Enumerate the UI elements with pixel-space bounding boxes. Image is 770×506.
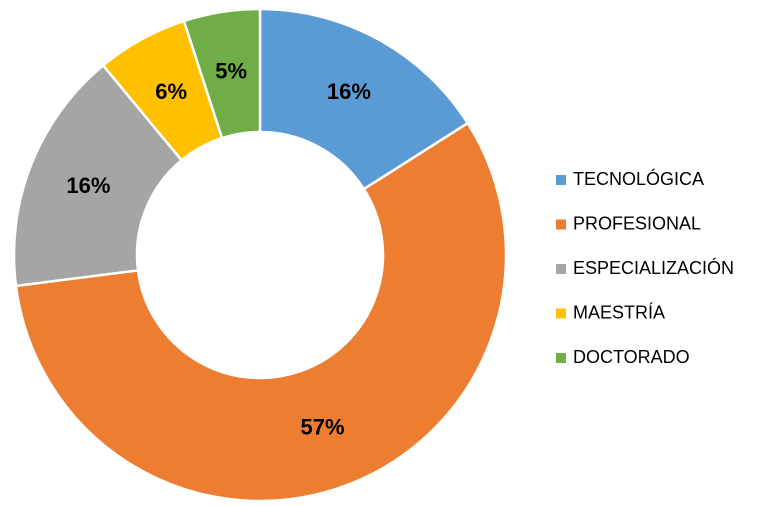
data-label: 57%	[300, 414, 344, 439]
legend-label: TECNOLÓGICA	[573, 168, 704, 189]
donut-slice	[258, 7, 470, 191]
legend-swatch	[556, 308, 566, 319]
legend-label: ESPECIALIZACIÓN	[573, 257, 734, 278]
legend-label: DOCTORADO	[573, 347, 690, 367]
legend-swatch	[556, 219, 566, 230]
data-label: 16%	[66, 173, 110, 198]
donut-slice	[14, 121, 508, 503]
donut-slice	[182, 7, 262, 140]
data-label: 16%	[327, 79, 371, 104]
data-label: 5%	[215, 59, 247, 84]
legend-label: MAESTRÍA	[573, 302, 665, 322]
legend-swatch	[556, 264, 566, 274]
legend-label: PROFESIONAL	[573, 213, 701, 233]
legend-swatch	[556, 175, 566, 185]
donut-slice	[12, 63, 184, 288]
data-label: 6%	[155, 79, 187, 104]
legend-swatch	[556, 353, 566, 363]
